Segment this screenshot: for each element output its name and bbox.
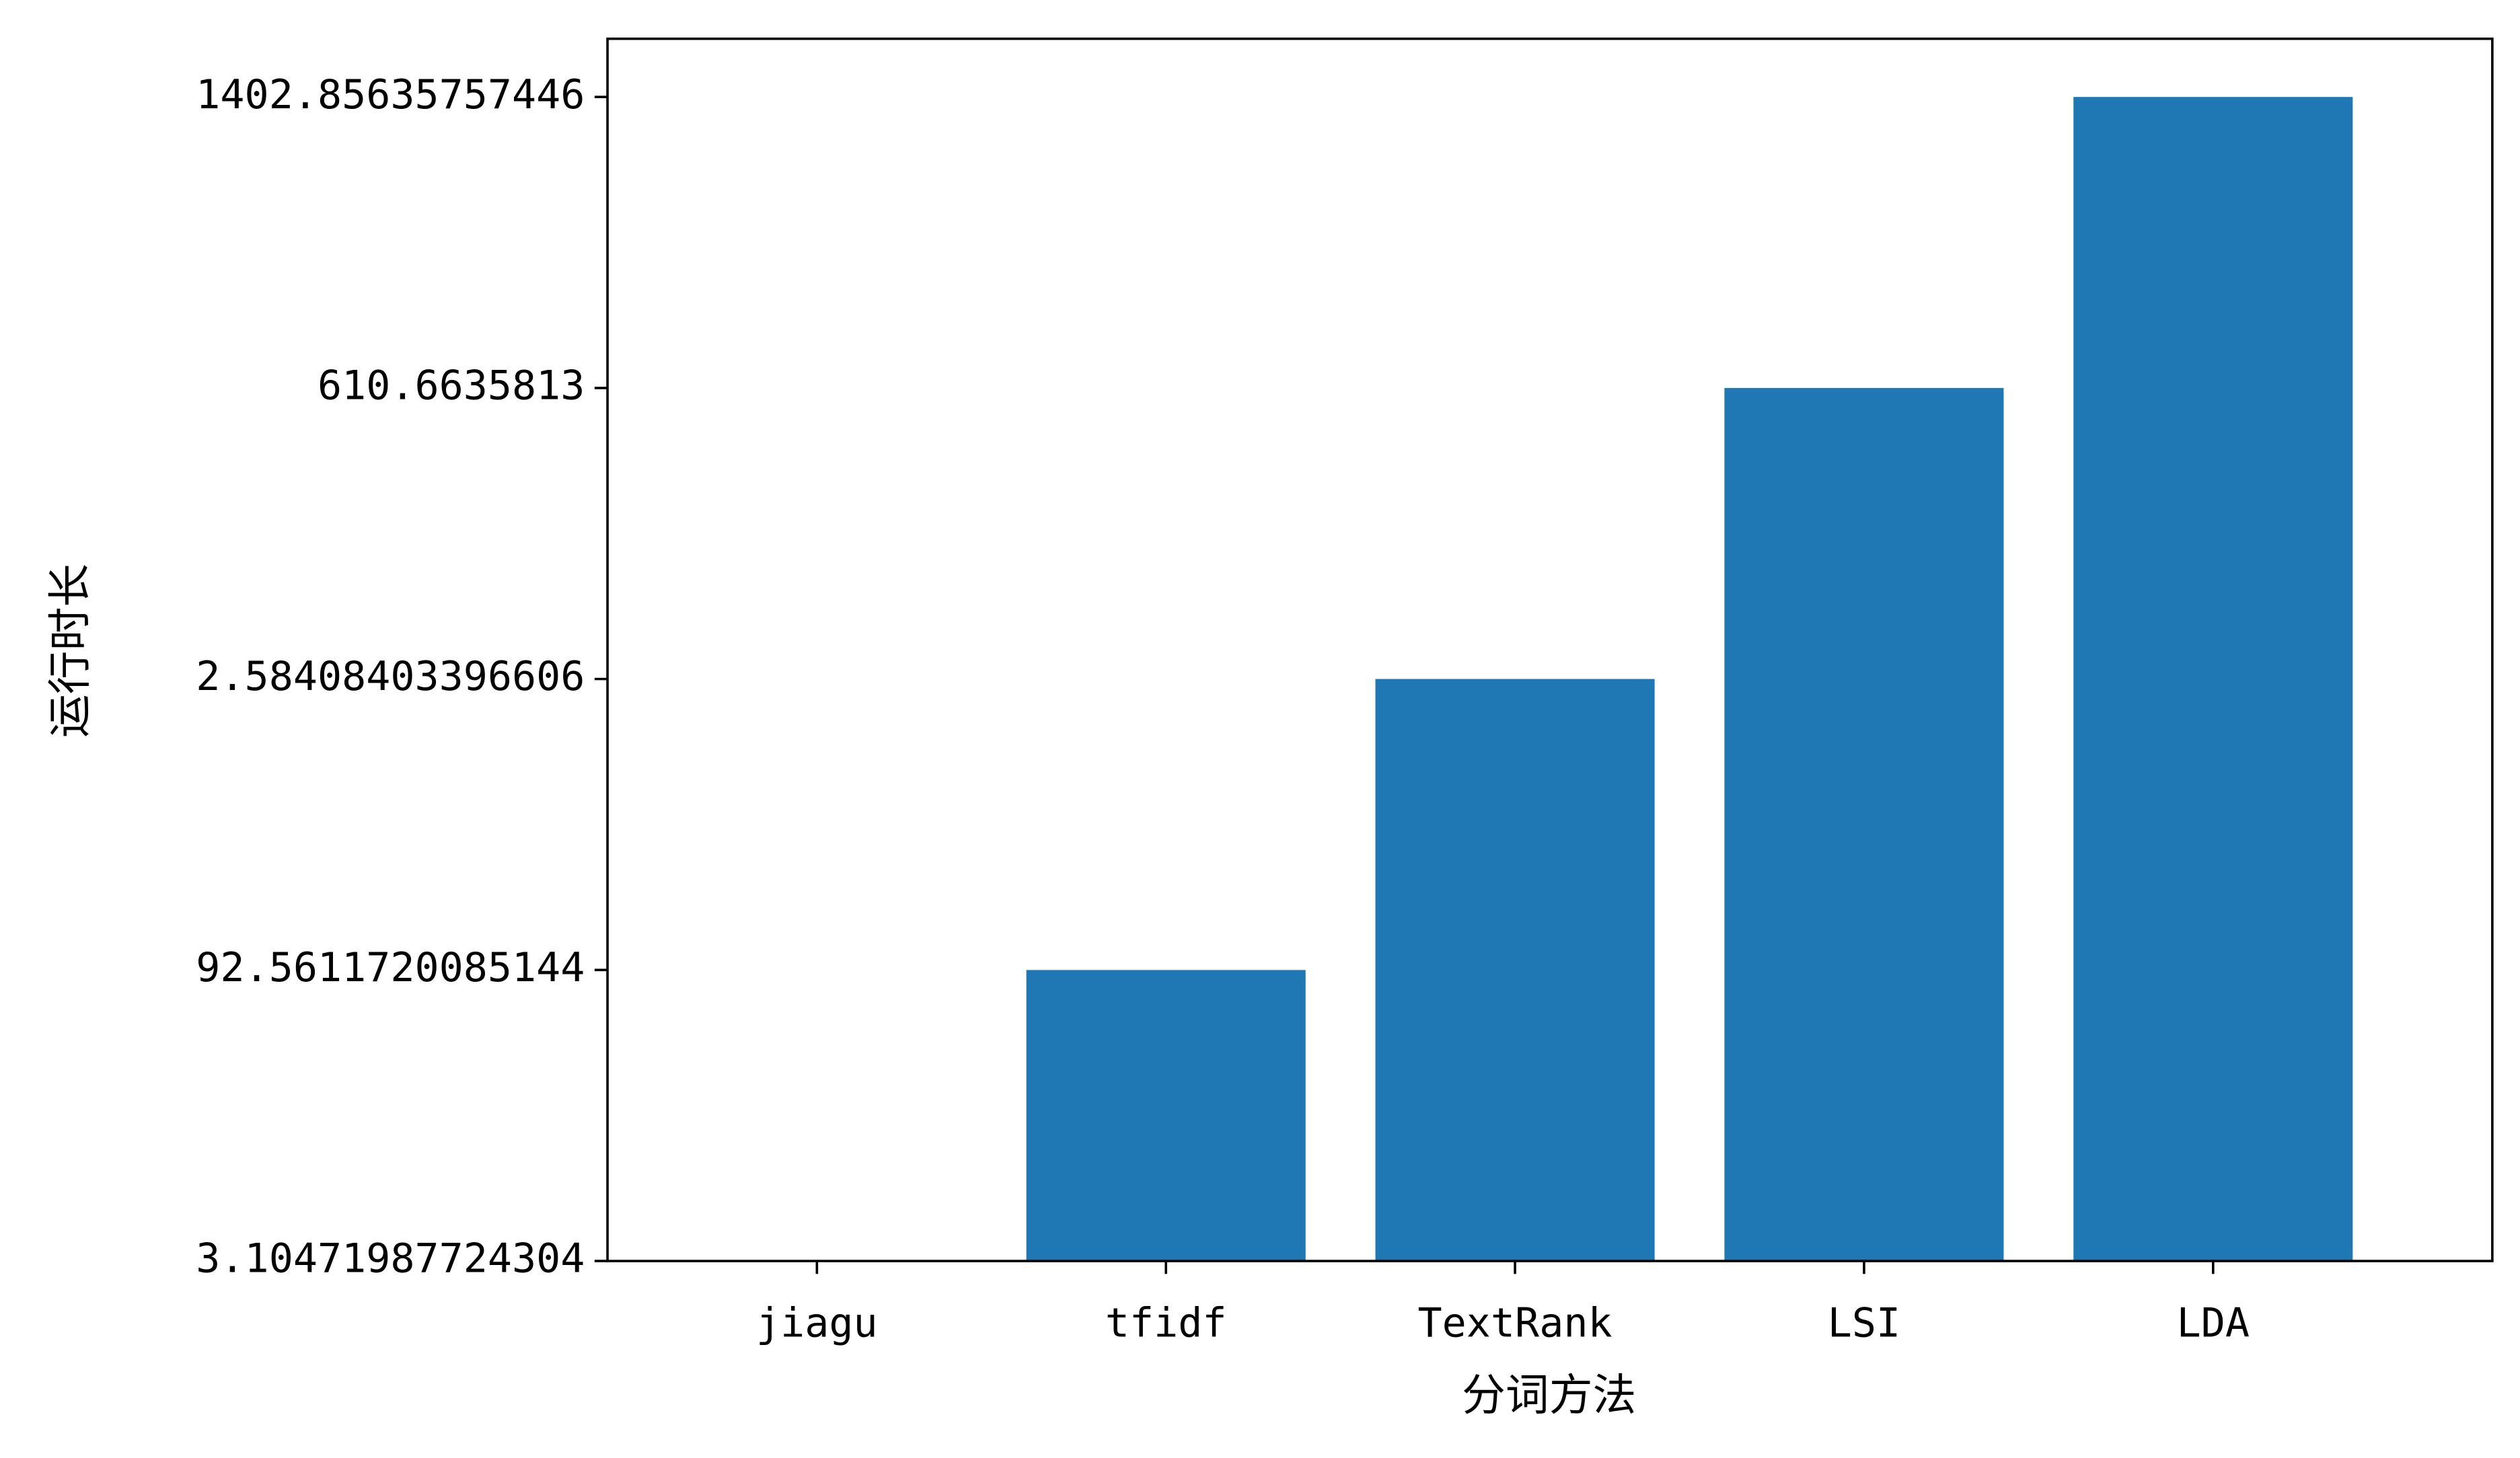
plot-frame	[606, 37, 2494, 1262]
x-axis-label: 分词方法	[1462, 1371, 1636, 1421]
y-tick-label: 610.6635813	[318, 362, 585, 409]
y-tick-label: 3.10471987724304	[196, 1235, 585, 1282]
x-tick-label: jiagu	[756, 1300, 878, 1347]
y-tick-label: 92.5611720085144	[196, 944, 585, 991]
bar	[1724, 387, 2004, 1262]
bar	[2073, 97, 2353, 1262]
bar	[1026, 970, 1306, 1262]
bar	[1375, 679, 1655, 1262]
y-tick-label: 1402.85635757446	[196, 71, 585, 118]
y-axis-label: 运行时长	[45, 564, 96, 738]
x-tick-label: LDA	[2177, 1300, 2250, 1347]
x-tick-label: LSI	[1828, 1300, 1900, 1347]
x-tick-label: tfidf	[1105, 1300, 1227, 1347]
x-tick-label: TextRank	[1418, 1300, 1613, 1347]
y-tick-label: 2.58408403396606	[196, 653, 585, 700]
